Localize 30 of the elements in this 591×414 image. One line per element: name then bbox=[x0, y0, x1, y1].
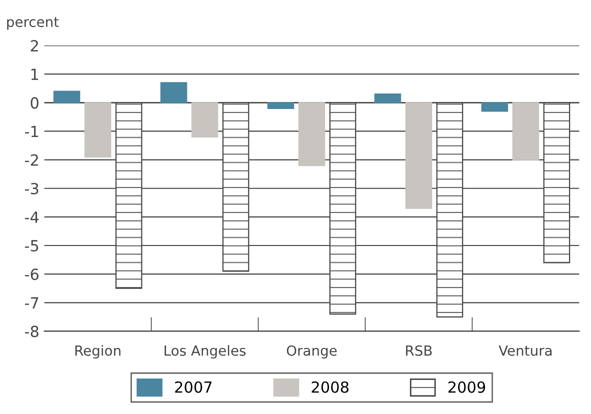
bar bbox=[298, 102, 326, 166]
bar bbox=[53, 90, 80, 104]
bar bbox=[374, 94, 402, 104]
x-tick-label: Ventura bbox=[498, 346, 552, 356]
x-tick-label: RSB bbox=[406, 345, 432, 356]
y-tick-label: -2 bbox=[24, 154, 38, 166]
x-tick-label: Region bbox=[75, 345, 120, 359]
y-tick-label: -6 bbox=[24, 268, 39, 280]
bar bbox=[481, 102, 508, 112]
y-tick-label: 1 bbox=[31, 68, 38, 80]
bar bbox=[267, 102, 294, 109]
legend-label: 2008 bbox=[312, 381, 348, 393]
y-tick-label: 0 bbox=[30, 97, 38, 109]
y-tick-label: 2 bbox=[30, 40, 38, 52]
y-tick-label: -1 bbox=[24, 126, 38, 138]
y-tick-label: -3 bbox=[24, 182, 38, 194]
bar bbox=[405, 102, 432, 209]
y-tick-label: -8 bbox=[24, 326, 38, 338]
y-tick-label: -5 bbox=[24, 240, 38, 252]
bar bbox=[512, 102, 540, 160]
y-tick-label: -4 bbox=[24, 212, 39, 223]
x-tick-label: Orange bbox=[286, 345, 337, 359]
legend-label: 2009 bbox=[448, 381, 486, 393]
y-tick-label: -7 bbox=[24, 297, 38, 308]
bar bbox=[160, 82, 188, 104]
bar bbox=[191, 102, 218, 138]
bar bbox=[84, 102, 112, 158]
y-axis-title: percent bbox=[7, 17, 59, 30]
x-tick-label: Los Angeles bbox=[164, 345, 246, 359]
legend-label: 2007 bbox=[175, 381, 212, 393]
